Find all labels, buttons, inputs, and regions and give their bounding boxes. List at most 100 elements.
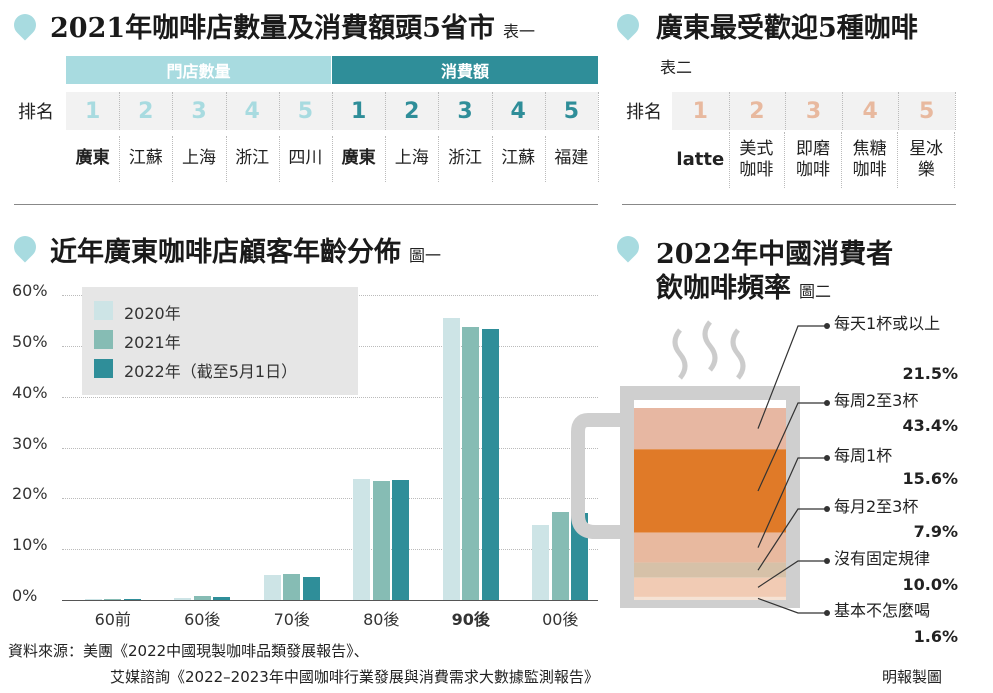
rank-number: 5	[545, 92, 599, 130]
bar	[283, 574, 301, 600]
frequency-label: 沒有固定規律	[834, 549, 931, 568]
store-province: 上海	[172, 136, 227, 182]
spending-header: 消費額	[332, 56, 598, 84]
gridline	[62, 447, 598, 449]
coffee-name: 美式咖啡	[729, 132, 786, 188]
bar	[532, 525, 550, 600]
x-tick-label: 60前	[94, 610, 131, 629]
store-province: 浙江	[226, 136, 280, 182]
frequency-label: 基本不怎麼喝	[834, 601, 931, 620]
leader-line	[757, 457, 828, 548]
stores-header: 門店數量	[66, 56, 331, 84]
rank-number: 2	[119, 92, 174, 130]
bar	[213, 597, 231, 600]
table2-divider	[622, 204, 956, 205]
bar	[263, 575, 281, 600]
x-tick-label: 90後	[451, 610, 490, 629]
gridline	[62, 549, 598, 551]
rank-number: 3	[172, 92, 227, 130]
bar	[372, 481, 390, 600]
leader-dot	[824, 610, 830, 616]
bar	[551, 511, 569, 600]
coffee-name: 焦糖咖啡	[842, 132, 899, 188]
leader-path	[757, 402, 828, 492]
credit: 明報製圖	[882, 668, 943, 686]
steam-icon	[730, 328, 746, 380]
y-tick-label: 40%	[12, 382, 48, 402]
steam-icon	[702, 320, 718, 372]
table1-title: 2021年咖啡店數量及消費額頭5省市 表一	[50, 6, 535, 45]
rank-number: 4	[226, 92, 280, 130]
rank-number: 1	[66, 92, 121, 130]
spending-province: 上海	[385, 136, 440, 182]
x-tick-label: 70後	[273, 610, 310, 629]
gridline	[62, 498, 598, 500]
table1-divider	[14, 204, 598, 205]
freq-chart-title-1: 2022年中國消費者	[656, 239, 894, 270]
frequency-value: 43.4%	[902, 416, 958, 435]
frequency-label: 每周2至3杯	[834, 391, 919, 410]
rank-label: 排名	[18, 102, 54, 123]
frequency-value: 7.9%	[913, 522, 958, 541]
table2-rank-label: 排名	[626, 102, 662, 123]
spending-province: 浙江	[438, 136, 493, 182]
rank-number: 3	[785, 92, 843, 130]
steam-icon	[672, 328, 688, 380]
leader-line	[757, 597, 828, 614]
rank-number: 4	[842, 92, 900, 130]
drop-icon	[9, 9, 41, 41]
y-tick-label: 0%	[12, 586, 38, 605]
legend-swatch	[94, 330, 113, 349]
leader-path	[757, 597, 828, 614]
frequency-layer	[634, 562, 786, 578]
bar	[302, 577, 320, 600]
spending-province: 江蘇	[492, 136, 546, 182]
x-tick-label: 60後	[184, 610, 221, 629]
leader-dot	[824, 558, 830, 564]
rank-number: 1	[332, 92, 387, 130]
legend-swatch	[94, 359, 113, 378]
bar	[442, 317, 460, 600]
bar	[84, 599, 102, 600]
age-chart-title-text: 近年廣東咖啡店顧客年齡分佈	[50, 237, 401, 268]
freq-chart-title-2-text: 飲咖啡頻率	[656, 273, 791, 304]
gridline	[62, 396, 598, 398]
coffee-name: 星冰樂	[898, 132, 955, 188]
legend-label: 2021年	[124, 333, 181, 352]
frequency-layer	[634, 532, 786, 563]
rank-number: 5	[898, 92, 956, 130]
frequency-layer	[634, 408, 786, 450]
frequency-value: 15.6%	[902, 469, 958, 488]
leader-line	[757, 508, 828, 571]
leader-path	[757, 457, 828, 548]
coffee-name: latte	[672, 132, 730, 188]
x-tick-label: 80後	[363, 610, 400, 629]
rank-number: 4	[492, 92, 546, 130]
y-tick-label: 10%	[12, 535, 48, 555]
frequency-layer	[634, 449, 786, 533]
store-province: 江蘇	[119, 136, 174, 182]
bar	[392, 480, 410, 600]
rank-number: 2	[385, 92, 440, 130]
spending-province: 廣東	[332, 136, 387, 182]
drop-icon	[612, 9, 644, 41]
frequency-value: 21.5%	[902, 364, 958, 383]
rank-number: 2	[729, 92, 787, 130]
leader-dot	[824, 506, 830, 512]
age-legend	[82, 287, 358, 395]
age-chart-tag: 圖一	[409, 246, 442, 265]
leader-dot	[824, 323, 830, 329]
freq-chart-title-2: 飲咖啡頻率 圖二	[656, 266, 831, 305]
frequency-value: 10.0%	[902, 575, 958, 594]
freq-chart-tag: 圖二	[799, 282, 832, 301]
bar	[123, 599, 141, 600]
leader-path	[757, 560, 828, 588]
age-chart-title: 近年廣東咖啡店顧客年齡分佈 圖一	[50, 230, 441, 269]
leader-line	[757, 560, 828, 588]
leader-line	[757, 325, 828, 429]
bar	[104, 599, 122, 600]
frequency-layer	[634, 596, 786, 600]
store-province: 廣東	[66, 136, 121, 182]
table2-tag: 表二	[660, 58, 693, 77]
y-tick-label: 20%	[12, 484, 48, 504]
